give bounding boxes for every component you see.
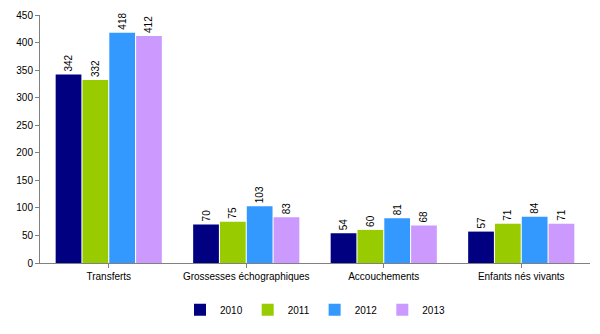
svg-text:412: 412: [143, 16, 154, 33]
svg-text:50: 50: [22, 230, 34, 241]
svg-text:450: 450: [16, 10, 33, 21]
svg-text:57: 57: [476, 217, 487, 229]
svg-text:84: 84: [529, 202, 540, 214]
svg-text:Grossesses échographiques: Grossesses échographiques: [183, 271, 310, 282]
svg-text:2010: 2010: [220, 305, 243, 316]
svg-text:54: 54: [338, 219, 349, 231]
svg-text:103: 103: [254, 186, 265, 203]
svg-text:300: 300: [16, 92, 33, 103]
svg-text:70: 70: [201, 210, 212, 222]
svg-text:75: 75: [227, 207, 238, 219]
svg-text:60: 60: [365, 215, 376, 227]
svg-text:332: 332: [90, 60, 101, 77]
svg-text:83: 83: [281, 203, 292, 215]
svg-text:81: 81: [392, 204, 403, 216]
svg-text:2012: 2012: [355, 305, 378, 316]
svg-text:2013: 2013: [422, 305, 445, 316]
svg-text:400: 400: [16, 37, 33, 48]
svg-text:150: 150: [16, 175, 33, 186]
svg-text:250: 250: [16, 120, 33, 131]
svg-text:71: 71: [556, 209, 567, 221]
svg-text:0: 0: [27, 258, 33, 269]
svg-text:71: 71: [502, 209, 513, 221]
svg-text:68: 68: [418, 211, 429, 223]
svg-text:Transferts: Transferts: [86, 271, 131, 282]
svg-text:2011: 2011: [288, 305, 310, 316]
svg-text:100: 100: [16, 202, 33, 213]
svg-text:342: 342: [63, 54, 74, 71]
svg-text:200: 200: [16, 147, 33, 158]
svg-text:350: 350: [16, 65, 33, 76]
svg-text:Enfants nés vivants: Enfants nés vivants: [478, 271, 565, 282]
svg-text:Accouchements: Accouchements: [348, 271, 419, 282]
svg-text:418: 418: [117, 13, 128, 30]
